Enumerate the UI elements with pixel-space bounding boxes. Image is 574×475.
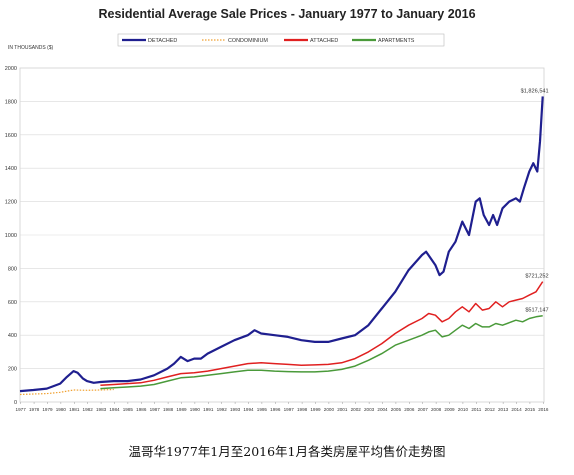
x-tick-label: 1989	[176, 407, 187, 412]
x-tick-label: 2013	[498, 407, 509, 412]
x-tick-label: 1979	[42, 407, 53, 412]
end-value-label: $721,252	[525, 274, 548, 280]
x-tick-label: 1999	[310, 407, 321, 412]
x-tick-label: 2008	[431, 407, 442, 412]
legend: DETACHED CONDOMINIUM ATTACHED APARTMENTS	[117, 33, 445, 47]
x-tick-label: 1983	[96, 407, 107, 412]
chart-caption: 温哥华1977年1月至2016年1月各类房屋平均售价走势图	[128, 444, 446, 459]
x-tick-label: 1997	[284, 407, 295, 412]
x-tick-label: 2012	[485, 407, 496, 412]
series-line-condominium	[19, 388, 114, 396]
chart-title: Residential Average Sale Prices - Januar…	[98, 7, 475, 21]
x-tick-label: 1977	[16, 407, 27, 412]
y-tick-label: 2000	[5, 66, 17, 72]
x-tick-label: 2004	[377, 407, 388, 412]
x-tick-label: 1981	[69, 407, 80, 412]
y-tick-label: 600	[8, 300, 17, 306]
y-tick-label: 400	[8, 333, 17, 339]
x-tick-label: 1995	[257, 407, 268, 412]
end-value-label: $517,147	[525, 308, 548, 314]
y-tick-label: 800	[8, 266, 17, 272]
x-tick-label: 1984	[109, 407, 120, 412]
x-tick-label: 2002	[351, 407, 362, 412]
x-tick-label: 2010	[458, 407, 469, 412]
series-lines	[19, 96, 544, 396]
series-line-attached	[100, 281, 544, 387]
x-tick-label: 2009	[444, 407, 455, 412]
x-tick-label: 1990	[190, 407, 201, 412]
x-tick-label: 2005	[391, 407, 402, 412]
legend-label: CONDOMINIUM	[228, 38, 268, 44]
x-tick-label: 2016	[538, 407, 549, 412]
legend-label: ATTACHED	[310, 38, 338, 44]
y-tick-label: 200	[8, 367, 17, 373]
end-labels: $1,826,541 $721,252 $517,147	[521, 88, 549, 313]
x-tick-label: 2006	[404, 407, 415, 412]
x-tick-label: 1987	[150, 407, 161, 412]
x-tick-label: 2000	[324, 407, 335, 412]
x-tick-label: 1980	[56, 407, 67, 412]
series-line-detached	[19, 96, 544, 393]
x-tick-label: 1998	[297, 407, 308, 412]
x-tick-label: 2003	[364, 407, 375, 412]
y-tick-label: 1600	[5, 133, 17, 139]
end-value-label: $1,826,541	[521, 88, 549, 94]
y-tick-label: 0	[14, 400, 17, 406]
y-axis-label: IN THOUSANDS ($)	[8, 45, 54, 51]
x-tick-label: 2001	[337, 407, 348, 412]
y-tick-label: 1400	[5, 166, 17, 172]
x-tick-label: 1993	[230, 407, 241, 412]
x-tick-label: 1978	[29, 407, 40, 412]
y-tick-label: 1000	[5, 233, 17, 239]
x-tick-labels: 1977 1978 1979 1980 1981 1982 1983 1984 1985 1986…	[16, 402, 549, 412]
series-line-apartments	[100, 314, 543, 390]
x-tick-label: 1996	[270, 407, 281, 412]
x-tick-label: 1991	[203, 407, 214, 412]
x-tick-label: 1982	[83, 407, 94, 412]
x-tick-label: 2015	[525, 407, 536, 412]
x-tick-label: 1985	[123, 407, 134, 412]
y-tick-labels: 0 200 400 600 800 1000 1200 1400 1600 1800 2000	[5, 66, 17, 406]
x-tick-label: 2011	[471, 407, 481, 412]
grid-lines	[19, 67, 545, 403]
legend-label: APARTMENTS	[378, 38, 415, 44]
x-tick-label: 1988	[163, 407, 174, 412]
x-tick-label: 2007	[418, 407, 429, 412]
y-tick-label: 1200	[5, 200, 17, 206]
x-tick-label: 1994	[243, 407, 254, 412]
legend-box	[117, 33, 445, 47]
x-tick-label: 1992	[217, 407, 228, 412]
x-tick-label: 1986	[136, 407, 147, 412]
x-tick-label: 2014	[511, 407, 522, 412]
legend-label: DETACHED	[148, 38, 177, 44]
y-tick-label: 1800	[5, 99, 17, 105]
